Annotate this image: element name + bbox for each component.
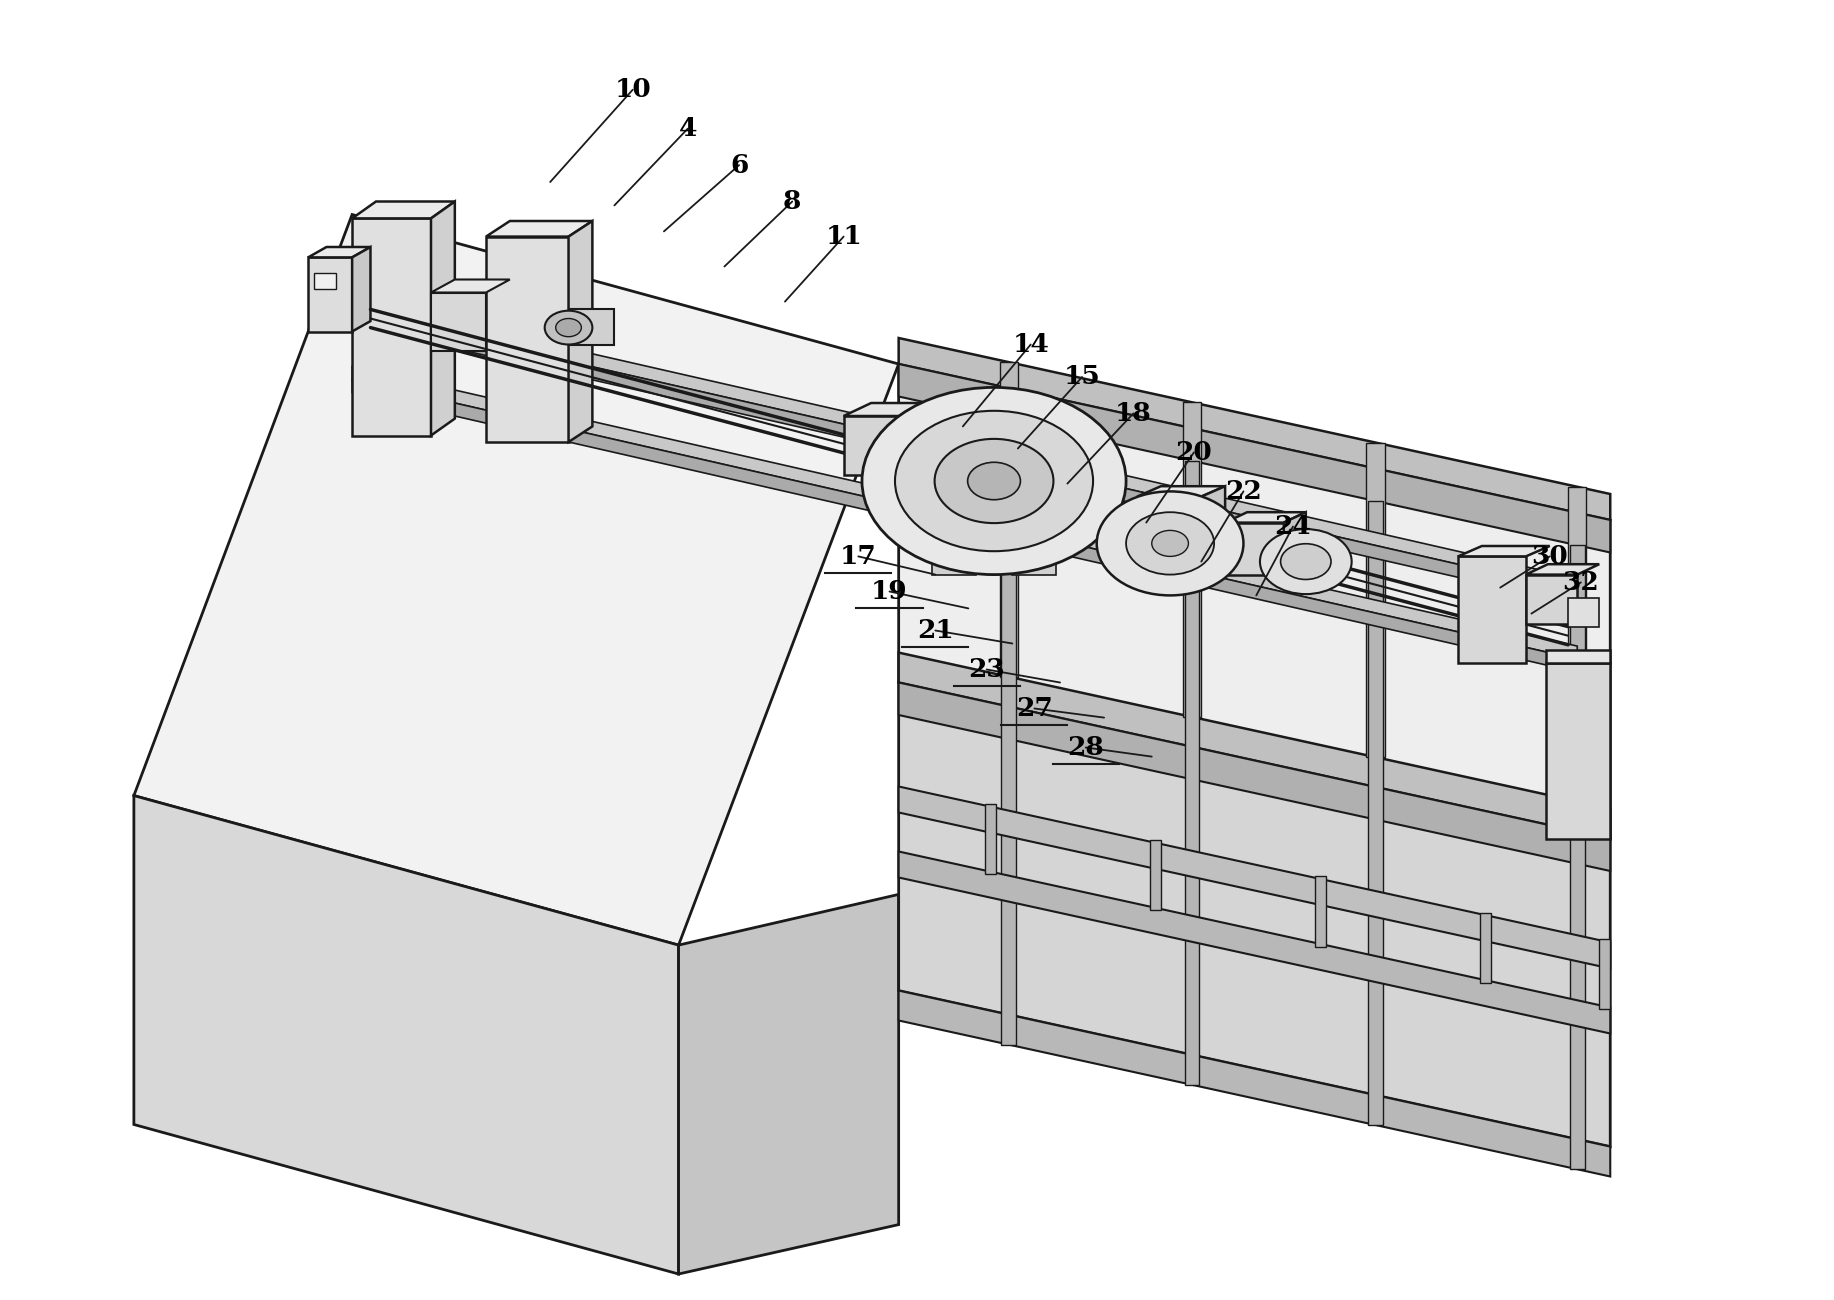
Polygon shape (1368, 500, 1383, 1124)
Polygon shape (1458, 556, 1526, 663)
Polygon shape (569, 309, 614, 344)
Polygon shape (1546, 650, 1610, 663)
Polygon shape (431, 202, 455, 436)
Text: 28: 28 (1067, 734, 1104, 760)
Polygon shape (899, 682, 1610, 1147)
Circle shape (1126, 512, 1214, 575)
Polygon shape (985, 803, 996, 874)
Polygon shape (431, 292, 486, 351)
Text: 20: 20 (1176, 439, 1212, 465)
Polygon shape (314, 273, 336, 289)
Text: 32: 32 (1563, 569, 1599, 595)
Text: 14: 14 (1012, 332, 1049, 358)
Text: 11: 11 (825, 224, 862, 250)
Polygon shape (1599, 939, 1610, 1009)
Polygon shape (308, 247, 370, 257)
Polygon shape (352, 202, 455, 218)
Polygon shape (1225, 512, 1306, 523)
Polygon shape (1016, 458, 1053, 556)
Circle shape (545, 311, 592, 344)
Polygon shape (1137, 497, 1201, 588)
Polygon shape (1016, 447, 1075, 458)
Circle shape (1097, 491, 1243, 595)
Circle shape (556, 318, 581, 337)
Polygon shape (932, 549, 998, 556)
Polygon shape (1001, 421, 1016, 1045)
Circle shape (1280, 543, 1331, 580)
Text: 8: 8 (783, 188, 801, 215)
Polygon shape (1526, 575, 1577, 624)
Polygon shape (899, 991, 1610, 1176)
Circle shape (862, 387, 1126, 575)
Polygon shape (1458, 546, 1550, 556)
Polygon shape (899, 364, 1610, 838)
Polygon shape (679, 894, 899, 1274)
Polygon shape (1284, 512, 1306, 575)
Polygon shape (1183, 402, 1201, 716)
Polygon shape (352, 312, 1577, 604)
Polygon shape (899, 338, 1610, 520)
Polygon shape (899, 786, 1610, 968)
Text: 10: 10 (614, 77, 651, 103)
Circle shape (1152, 530, 1188, 556)
Polygon shape (1568, 598, 1599, 627)
Circle shape (935, 439, 1053, 523)
Polygon shape (1185, 460, 1199, 1084)
Polygon shape (1526, 564, 1599, 575)
Text: 30: 30 (1531, 543, 1568, 569)
Circle shape (895, 411, 1093, 551)
Polygon shape (431, 280, 510, 292)
Polygon shape (1315, 876, 1326, 946)
Polygon shape (932, 556, 976, 575)
Polygon shape (844, 416, 908, 474)
Polygon shape (899, 364, 1610, 552)
Polygon shape (1201, 486, 1225, 588)
Polygon shape (899, 852, 1610, 1034)
Text: 22: 22 (1225, 478, 1262, 504)
Polygon shape (844, 403, 935, 416)
Text: 24: 24 (1275, 514, 1311, 540)
Polygon shape (1568, 486, 1586, 801)
Polygon shape (486, 221, 592, 237)
Text: 27: 27 (1016, 696, 1053, 722)
Circle shape (1260, 529, 1352, 594)
Polygon shape (486, 237, 569, 442)
Polygon shape (1546, 663, 1610, 838)
Polygon shape (1150, 840, 1161, 910)
Text: 6: 6 (730, 152, 748, 178)
Polygon shape (935, 458, 972, 556)
Polygon shape (1012, 556, 1056, 575)
Text: 15: 15 (1064, 364, 1100, 390)
Polygon shape (1366, 442, 1385, 757)
Text: 21: 21 (917, 618, 954, 644)
Polygon shape (1570, 545, 1585, 1169)
Polygon shape (899, 682, 1610, 871)
Polygon shape (1000, 363, 1018, 677)
Text: 23: 23 (968, 656, 1005, 682)
Polygon shape (352, 299, 1577, 592)
Polygon shape (352, 247, 370, 332)
Text: 18: 18 (1115, 400, 1152, 426)
Polygon shape (134, 214, 899, 945)
Polygon shape (308, 257, 352, 332)
Polygon shape (1225, 523, 1284, 575)
Polygon shape (352, 380, 1577, 672)
Polygon shape (1480, 913, 1491, 983)
Polygon shape (1137, 486, 1225, 497)
Text: 4: 4 (679, 116, 697, 142)
Circle shape (968, 463, 1020, 499)
Text: 19: 19 (871, 578, 908, 604)
Polygon shape (134, 796, 679, 1274)
Polygon shape (352, 218, 431, 436)
Polygon shape (569, 221, 592, 442)
Text: 17: 17 (840, 543, 877, 569)
Polygon shape (935, 447, 994, 458)
Polygon shape (352, 367, 1577, 659)
Polygon shape (908, 403, 935, 474)
Polygon shape (899, 653, 1610, 838)
Polygon shape (1012, 549, 1078, 556)
